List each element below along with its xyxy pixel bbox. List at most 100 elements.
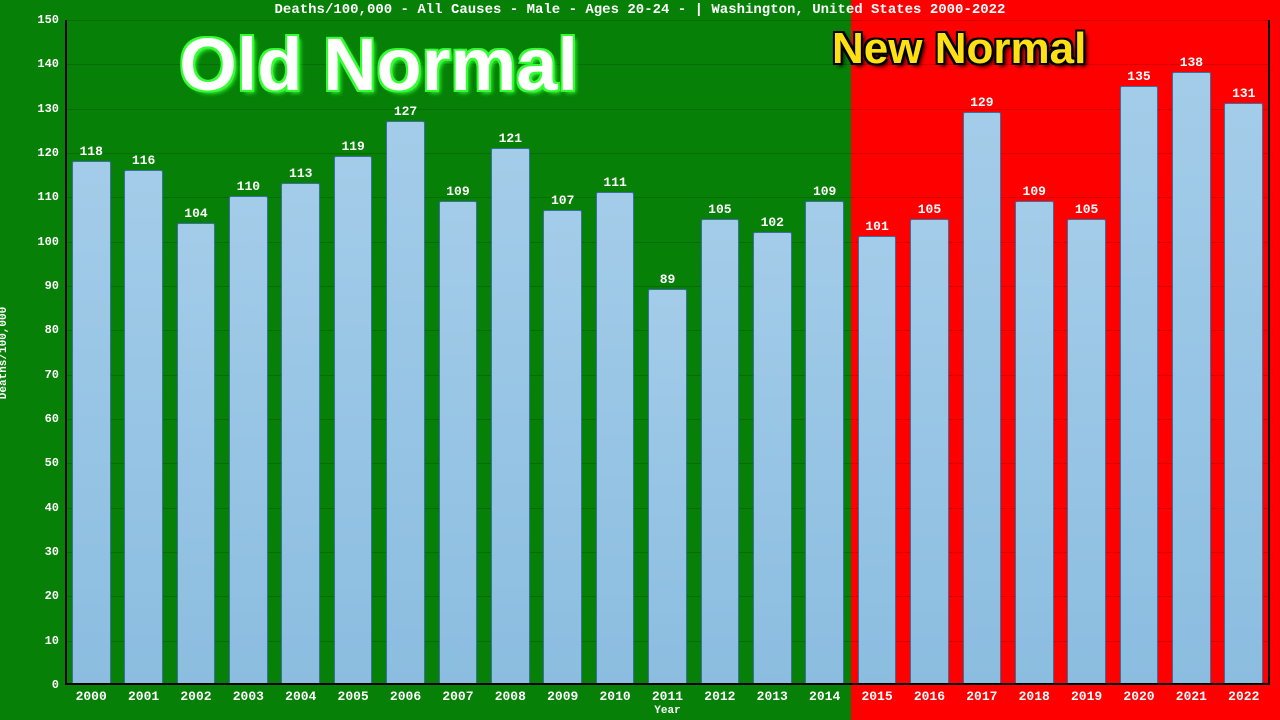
deaths-bar-chart: Deaths/100,000 - All Causes - Male - Age… [0,0,1280,720]
bar-value-label: 135 [1127,69,1150,84]
bar-group: 1312022 [1218,20,1270,685]
bar-group: 1112010 [589,20,641,685]
bar-group: 1092018 [1008,20,1060,685]
y-tick-label: 20 [45,589,59,603]
bar [1120,86,1159,686]
bar [124,170,163,685]
x-tick-label: 2005 [338,689,369,704]
x-tick-label: 2010 [599,689,630,704]
overlay-new-normal: New Normal [832,24,1086,74]
bar [72,161,111,685]
x-axis-line [65,683,1270,685]
y-tick-label: 10 [45,634,59,648]
bar [596,192,635,685]
bar-group: 1352020 [1113,20,1165,685]
y-tick-label: 60 [45,412,59,426]
x-tick-label: 2007 [442,689,473,704]
bar-group: 1042002 [170,20,222,685]
bar [439,201,478,685]
bar-value-label: 113 [289,166,312,181]
bar-value-label: 105 [1075,202,1098,217]
bar-group: 1382021 [1165,20,1217,685]
bar-group: 1292017 [956,20,1008,685]
y-tick-label: 130 [37,102,59,116]
x-tick-label: 2009 [547,689,578,704]
bar-value-label: 89 [660,272,676,287]
bar-group: 1052012 [694,20,746,685]
plot-area: 1182000116200110420021102003113200411920… [65,20,1270,685]
bar-value-label: 110 [237,179,260,194]
bar-value-label: 119 [341,139,364,154]
x-tick-label: 2014 [809,689,840,704]
bar-group: 1092014 [798,20,850,685]
bar-group: 1162001 [117,20,169,685]
y-tick-label: 140 [37,57,59,71]
y-axis-line-left [65,20,67,685]
bar [858,236,897,685]
x-tick-label: 2020 [1123,689,1154,704]
y-tick-label: 110 [37,190,59,204]
bar-value-label: 138 [1180,55,1203,70]
bar-group: 892011 [641,20,693,685]
x-tick-label: 2017 [966,689,997,704]
bar-group: 1272006 [379,20,431,685]
y-tick-label: 120 [37,146,59,160]
x-tick-label: 2012 [704,689,735,704]
bar [1067,219,1106,686]
x-tick-label: 2013 [757,689,788,704]
y-tick-label: 40 [45,501,59,515]
x-tick-label: 2006 [390,689,421,704]
x-tick-label: 2000 [76,689,107,704]
bar [491,148,530,685]
bar-value-label: 109 [446,184,469,199]
bar-group: 1022013 [746,20,798,685]
y-axis-label: Deaths/100,000 [0,306,10,398]
y-tick-label: 50 [45,456,59,470]
bar [1015,201,1054,685]
bar-value-label: 105 [918,202,941,217]
bar-value-label: 105 [708,202,731,217]
x-tick-label: 2011 [652,689,683,704]
x-tick-label: 2004 [285,689,316,704]
bar [1172,72,1211,685]
bar-value-label: 129 [970,95,993,110]
bar-value-label: 102 [761,215,784,230]
bar-value-label: 101 [865,219,888,234]
bar-group: 1102003 [222,20,274,685]
x-tick-label: 2002 [180,689,211,704]
x-tick-label: 2001 [128,689,159,704]
bar [805,201,844,685]
y-tick-label: 0 [52,678,59,692]
x-tick-label: 2008 [495,689,526,704]
y-tick-label: 100 [37,235,59,249]
bar [177,223,216,685]
bar-value-label: 116 [132,153,155,168]
bar-group: 1092007 [432,20,484,685]
bar [963,112,1002,685]
y-axis-line-right [1268,20,1270,685]
bar [281,183,320,685]
bar [910,219,949,686]
y-tick-label: 90 [45,279,59,293]
x-tick-label: 2015 [861,689,892,704]
bar [334,156,373,685]
bar-value-label: 109 [813,184,836,199]
x-tick-label: 2018 [1019,689,1050,704]
bar [543,210,582,685]
x-axis-label: Year [654,705,680,717]
bar-group: 1052019 [1060,20,1112,685]
bar-group: 1052016 [903,20,955,685]
bar [648,289,687,685]
bars-row: 1182000116200110420021102003113200411920… [65,20,1270,685]
bar-group: 1212008 [484,20,536,685]
bar [753,232,792,685]
x-tick-label: 2022 [1228,689,1259,704]
bar-value-label: 104 [184,206,207,221]
x-tick-label: 2019 [1071,689,1102,704]
bar [386,121,425,685]
bar-group: 1182000 [65,20,117,685]
bar-group: 1192005 [327,20,379,685]
bar-value-label: 111 [603,175,626,190]
bar-group: 1072009 [537,20,589,685]
bar-value-label: 107 [551,193,574,208]
